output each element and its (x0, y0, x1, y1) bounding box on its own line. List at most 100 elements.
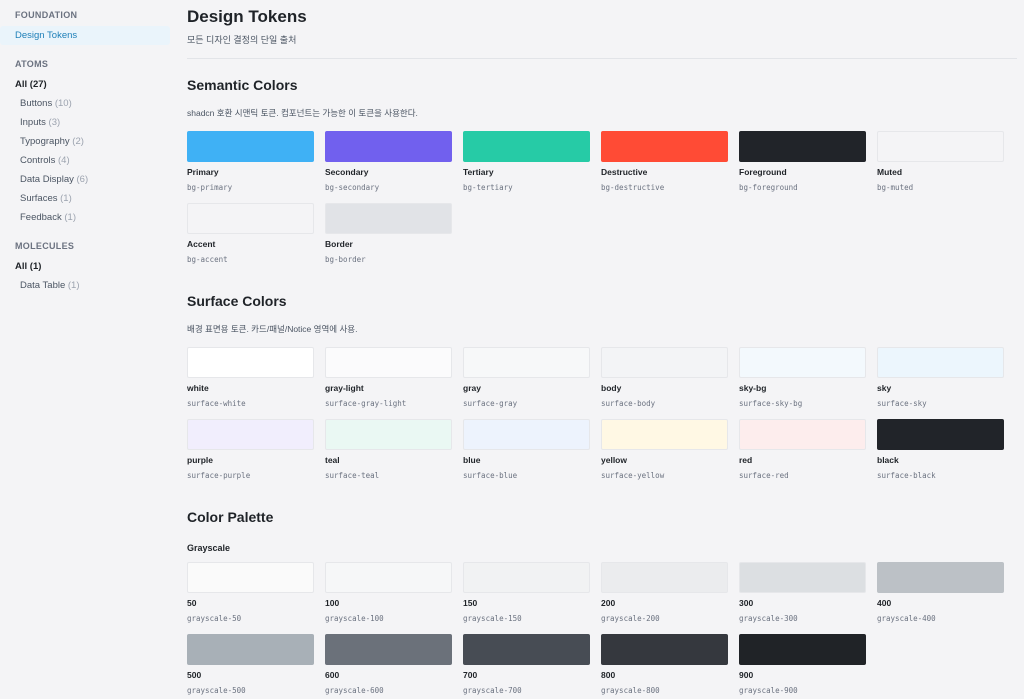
color-token-class: bg-tertiary (463, 183, 513, 192)
nav-item-data-table[interactable]: Data Table (1) (0, 276, 175, 295)
color-token-card: 900 grayscale-900 (739, 634, 866, 699)
color-token-name: 700 (463, 670, 478, 680)
nav-item-count: (1) (67, 280, 80, 291)
color-token-class: grayscale-600 (325, 686, 384, 695)
semantic-colors-grid: Primary bg-primary Secondary bg-secondary Te… (187, 131, 1007, 275)
nav-item-count: (27) (29, 79, 47, 90)
nav-item-label: Controls (20, 155, 56, 166)
color-token-card: sky surface-sky (877, 347, 1004, 419)
nav-item-inputs[interactable]: Inputs (3) (0, 113, 175, 132)
color-token-card: 150 grayscale-150 (463, 562, 590, 634)
color-token-class: grayscale-400 (877, 614, 936, 623)
color-token-name: 900 (739, 670, 754, 680)
color-token-card: 800 grayscale-800 (601, 634, 728, 699)
color-swatch (463, 419, 590, 450)
color-token-name: 200 (601, 598, 616, 608)
color-token-name: purple (187, 455, 213, 465)
color-token-name: teal (325, 455, 340, 465)
color-token-class: grayscale-300 (739, 614, 798, 623)
color-swatch (325, 347, 452, 378)
color-token-card: body surface-body (601, 347, 728, 419)
nav-item-controls[interactable]: Controls (4) (0, 151, 175, 170)
color-token-name: body (601, 383, 622, 393)
color-token-name: Tertiary (463, 167, 494, 177)
color-swatch (739, 562, 866, 593)
color-swatch (601, 562, 728, 593)
nav-item-label: Feedback (20, 212, 62, 223)
color-swatch (463, 131, 590, 162)
color-token-card: sky-bg surface-sky-bg (739, 347, 866, 419)
color-token-class: bg-border (325, 255, 366, 264)
color-token-card: Muted bg-muted (877, 131, 1004, 203)
color-token-name: gray (463, 383, 481, 393)
color-swatch (187, 634, 314, 665)
semantic-colors-desc: shadcn 호환 시맨틱 토큰. 컴포넌트는 가능한 이 토큰을 사용한다. (187, 108, 418, 118)
color-token-class: bg-muted (877, 183, 914, 192)
color-token-name: Border (325, 239, 353, 249)
color-swatch (877, 419, 1004, 450)
color-token-name: Foreground (739, 167, 787, 177)
color-token-name: red (739, 455, 753, 465)
nav-item-buttons[interactable]: Buttons (10) (0, 94, 175, 113)
nav-item-count: (1) (60, 193, 72, 204)
main-content: Design Tokens 모든 디자인 결정의 단일 출처 Semantic … (187, 0, 1017, 699)
color-token-card: gray surface-gray (463, 347, 590, 419)
color-swatch (187, 203, 314, 234)
color-token-name: 50 (187, 598, 197, 608)
sidebar: FOUNDATION Design Tokens ATOMS All (27) … (0, 0, 175, 699)
nav-item-label: All (15, 261, 28, 272)
color-token-class: grayscale-900 (739, 686, 798, 695)
color-swatch (187, 347, 314, 378)
color-swatch (325, 203, 452, 234)
color-token-card: black surface-black (877, 419, 1004, 491)
color-token-class: bg-accent (187, 255, 228, 264)
color-token-card: Primary bg-primary (187, 131, 314, 203)
color-token-class: surface-teal (325, 471, 380, 480)
color-token-name: Accent (187, 239, 216, 249)
nav-item-feedback[interactable]: Feedback (1) (0, 208, 175, 227)
nav-item-label: Surfaces (20, 193, 58, 204)
color-token-card: yellow surface-yellow (601, 419, 728, 491)
color-token-class: bg-foreground (739, 183, 798, 192)
color-token-card: gray-light surface-gray-light (325, 347, 452, 419)
color-token-card: Destructive bg-destructive (601, 131, 728, 203)
nav-item-typography[interactable]: Typography (2) (0, 132, 175, 151)
semantic-colors-title: Semantic Colors (187, 77, 298, 93)
nav-item-design-tokens[interactable]: Design Tokens (0, 26, 170, 45)
color-swatch (739, 347, 866, 378)
color-token-card: red surface-red (739, 419, 866, 491)
color-token-card: 100 grayscale-100 (325, 562, 452, 634)
color-token-card: Foreground bg-foreground (739, 131, 866, 203)
color-token-card: 300 grayscale-300 (739, 562, 866, 634)
color-token-name: gray-light (325, 383, 364, 393)
page-subtitle: 모든 디자인 결정의 단일 출처 (187, 35, 297, 45)
color-swatch (463, 347, 590, 378)
nav-item-data-display[interactable]: Data Display (6) (0, 170, 175, 189)
color-token-name: 400 (877, 598, 892, 608)
divider (187, 58, 1017, 59)
nav-item-label: All (15, 79, 28, 90)
color-token-card: 600 grayscale-600 (325, 634, 452, 699)
nav-item-label: Inputs (20, 117, 46, 128)
nav-section-foundation: FOUNDATION (15, 10, 78, 20)
nav-item-label: Data Display (20, 174, 74, 185)
nav-item-count: (1) (64, 212, 76, 223)
nav-item-label: Buttons (20, 98, 53, 109)
color-token-name: white (187, 383, 209, 393)
color-token-class: surface-gray (463, 399, 518, 408)
color-token-name: 100 (325, 598, 340, 608)
color-swatch (601, 634, 728, 665)
nav-section-molecules: MOLECULES (15, 241, 75, 251)
nav-item-count: (6) (76, 174, 89, 185)
nav-item-count: (3) (48, 117, 61, 128)
grayscale-grid: 50 grayscale-50 100 grayscale-100 150 graysca… (187, 562, 1007, 699)
nav-item-atoms-all[interactable]: All (27) (0, 75, 175, 94)
color-swatch (877, 347, 1004, 378)
nav-item-surfaces[interactable]: Surfaces (1) (0, 189, 175, 208)
color-token-class: grayscale-200 (601, 614, 660, 623)
nav-item-molecules-all[interactable]: All (1) (0, 257, 175, 276)
surface-colors-desc: 배경 표면용 토큰. 카드/패널/Notice 영역에 사용. (187, 324, 358, 334)
color-token-class: surface-white (187, 399, 246, 408)
color-token-class: grayscale-800 (601, 686, 660, 695)
color-swatch (739, 634, 866, 665)
